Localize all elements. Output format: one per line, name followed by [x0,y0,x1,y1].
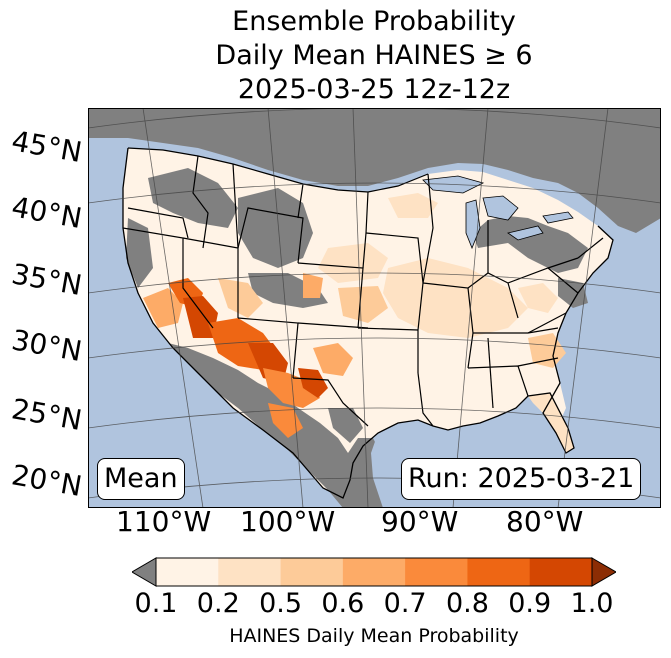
colorbar [132,557,616,587]
colorbar-tick: 0.1 [134,588,178,619]
us-outline [122,147,614,499]
colorbar-tick: 0.8 [445,588,489,619]
lon-label-80: 80°W [506,505,584,538]
lon-label-90: 90°W [381,505,459,538]
colorbar-segment [280,558,344,586]
grey-patches [126,168,588,443]
colorbar-segment [218,558,282,586]
colorbar-segment [405,558,468,586]
lat-label-30: 30°N [9,323,85,369]
colorbar-under [132,557,157,587]
run-date-label: Run: 2025-03-21 [401,458,642,500]
colorbar-segment [156,558,219,586]
colorbar-tick: 0.2 [196,588,240,619]
colorbar-segment [529,558,593,586]
title-line-2: Daily Mean HAINES ≥ 6 [215,40,533,71]
lat-label-35: 35°N [9,257,85,303]
colorbar-tick: 0.7 [383,588,427,619]
title-line-1: Ensemble Probability [232,6,516,37]
lat-label-20: 20°N [9,458,85,504]
colorbar-tick: 0.9 [508,588,552,619]
colorbar-segment [467,558,531,586]
canada-land [88,108,661,233]
lon-label-110: 110°W [116,505,212,538]
probability-patches [143,193,566,438]
colorbar-over [591,557,616,587]
title-line-3: 2025-03-25 12z-12z [237,74,511,105]
mean-label: Mean [97,458,185,500]
lat-label-25: 25°N [9,392,85,438]
lat-label-40: 40°N [9,190,85,236]
colorbar-label: HAINES Daily Mean Probability [229,625,519,647]
lat-label-45: 45°N [9,124,85,170]
florida [528,393,574,453]
colorbar-tick: 1.0 [570,588,614,619]
colorbar-tick: 0.5 [259,588,303,619]
probability-map [88,108,661,508]
colorbar-segment [342,558,406,586]
colorbar-tick: 0.6 [321,588,365,619]
lon-label-100: 100°W [240,505,336,538]
